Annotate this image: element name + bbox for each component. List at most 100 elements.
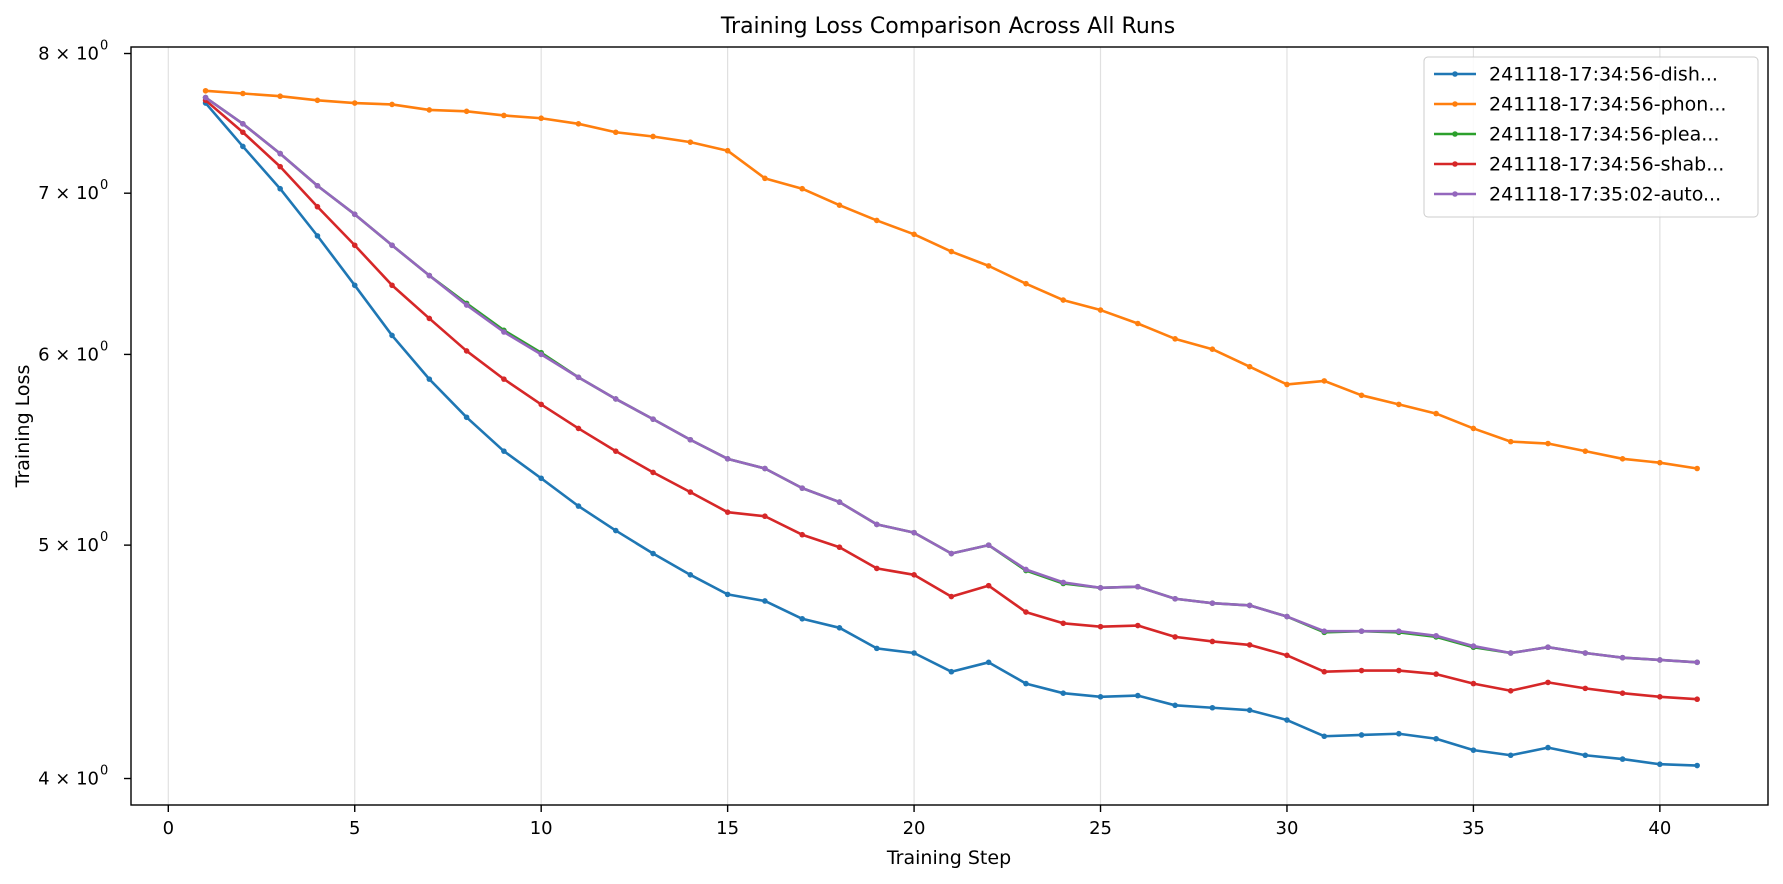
series-point <box>1060 579 1067 586</box>
y-tick-label: 4 × 10 <box>38 769 99 790</box>
series-point <box>314 233 321 239</box>
series-point <box>1172 336 1178 342</box>
series-point <box>1433 671 1439 677</box>
series-point <box>1582 752 1589 759</box>
series-point <box>426 376 433 382</box>
series-point <box>836 544 843 551</box>
chart-title: Training Loss Comparison Across All Runs <box>720 14 1175 39</box>
series-point <box>1657 694 1663 700</box>
series-point <box>1582 650 1589 656</box>
series-point <box>873 217 880 224</box>
series-point <box>277 185 283 192</box>
x-tick-label: 20 <box>903 818 926 839</box>
series-point <box>1396 730 1402 737</box>
x-tick-label: 10 <box>530 818 553 839</box>
series-point <box>1358 667 1365 674</box>
y-axis-ticks: 4 × 10 05 × 10 06 × 10 07 × 10 08 × 10 0 <box>38 39 131 790</box>
y-tick-label: 7 × 10 <box>38 183 99 204</box>
series-point <box>1694 762 1700 769</box>
series-point <box>1135 622 1141 629</box>
x-axis-label: Training Step <box>886 847 1011 869</box>
series-point <box>1135 320 1141 327</box>
series-point <box>277 163 283 170</box>
series-point <box>799 185 806 192</box>
series-point <box>1358 392 1365 399</box>
series-point <box>1097 694 1104 700</box>
series-point <box>1545 440 1551 447</box>
series-point <box>463 414 470 421</box>
series-point <box>948 593 955 600</box>
series-point <box>1172 634 1178 640</box>
series-point <box>501 448 507 454</box>
series-point <box>1023 609 1029 615</box>
series-point <box>873 565 880 572</box>
y-tick-label: 8 × 10 <box>38 44 99 65</box>
series-point <box>985 263 992 269</box>
series-point <box>1433 632 1439 639</box>
series-point <box>1209 704 1216 711</box>
series-point <box>351 242 358 249</box>
series-point <box>1209 600 1216 606</box>
series-point <box>687 489 694 495</box>
series-point <box>389 101 395 108</box>
series-point <box>1694 465 1700 472</box>
series-point <box>799 531 806 538</box>
y-tick-label: 5 × 10 <box>38 535 99 556</box>
series-point <box>538 115 544 122</box>
legend-swatch-marker <box>1452 131 1458 137</box>
legend-swatch-marker <box>1452 101 1458 107</box>
series-point <box>463 108 470 115</box>
series-point <box>1582 685 1589 692</box>
series-point <box>836 499 843 505</box>
series-layer <box>202 87 1700 769</box>
x-axis-ticks: 0 5 10 15 20 25 30 35 40 <box>163 805 1671 839</box>
series-point <box>1657 459 1663 466</box>
series-point <box>762 465 768 472</box>
y-tick-exponent: 0 <box>100 178 108 193</box>
series-point <box>389 282 395 289</box>
series-point <box>1321 733 1328 740</box>
series-point <box>948 550 955 557</box>
legend: 241118-17:34:56-dish... 241118-17:34:56-p… <box>1423 56 1759 218</box>
x-tick-label: 35 <box>1462 818 1485 839</box>
legend-label: 241118-17:34:56-dish... <box>1489 64 1718 86</box>
series-point <box>501 112 507 119</box>
series-point <box>1023 280 1029 287</box>
series-point <box>911 572 917 578</box>
series-point <box>463 302 470 308</box>
series-point <box>463 348 470 354</box>
series-point <box>650 416 656 422</box>
series-point <box>389 242 395 249</box>
series-point <box>948 668 955 675</box>
series-point <box>687 139 694 145</box>
series-point <box>575 121 582 127</box>
series-point <box>1172 702 1178 709</box>
series-point <box>1060 297 1067 303</box>
series-point <box>426 315 433 322</box>
series-point <box>762 175 768 182</box>
series-point <box>836 202 843 209</box>
series-point <box>1433 735 1439 742</box>
series-point <box>911 650 917 656</box>
series-point <box>1209 638 1216 645</box>
series-point <box>351 100 358 106</box>
series-point <box>1582 448 1589 454</box>
series-point <box>762 513 768 520</box>
series-point <box>911 231 917 238</box>
series-point <box>911 529 917 536</box>
legend-label: 241118-17:34:56-shab... <box>1489 154 1724 176</box>
series-point <box>799 485 806 491</box>
series-2 <box>202 87 1700 472</box>
series-point <box>1507 650 1514 656</box>
series-point <box>612 527 619 534</box>
series-point <box>538 401 544 408</box>
series-point <box>351 211 358 218</box>
x-tick-label: 0 <box>163 818 174 839</box>
x-tick-label: 5 <box>349 818 360 839</box>
series-point <box>1657 657 1663 663</box>
series-point <box>985 582 992 589</box>
series-point <box>1209 346 1216 353</box>
legend-box <box>1423 56 1759 218</box>
series-point <box>1321 668 1328 675</box>
